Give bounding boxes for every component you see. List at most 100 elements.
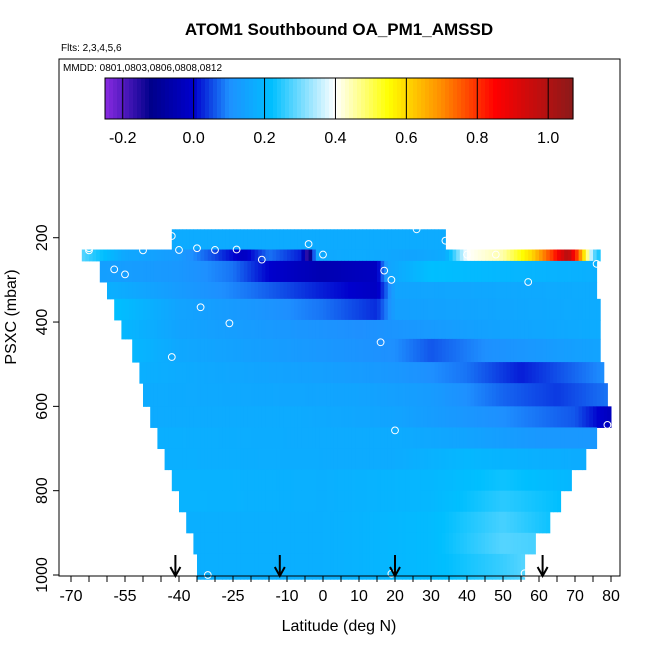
heatmap-cell [344, 448, 349, 471]
heatmap-cell [251, 469, 256, 492]
heatmap-cell [341, 319, 346, 340]
heatmap-cell [344, 229, 349, 251]
heatmap-cell [175, 362, 180, 384]
heatmap-cell [416, 281, 421, 300]
heatmap-cell [308, 553, 313, 580]
heatmap-cell [132, 281, 137, 300]
heatmap-cell [308, 298, 313, 321]
heatmap-cell [153, 383, 158, 407]
heatmap-cell [215, 511, 220, 534]
colorbar-segment [373, 78, 378, 119]
heatmap-cell [542, 319, 547, 340]
heatmap-cell [175, 338, 180, 363]
heatmap-cell [236, 469, 241, 492]
heatmap-cell [488, 383, 493, 407]
heatmap-cell [164, 448, 169, 471]
heatmap-cell [362, 338, 367, 363]
heatmap-cell [369, 298, 374, 321]
heatmap-cell [355, 338, 360, 363]
colorbar-segment [289, 78, 294, 119]
colorbar-segment [429, 78, 434, 119]
heatmap-cell [279, 448, 284, 471]
heatmap-cell [546, 469, 551, 492]
heatmap-cell [204, 427, 209, 450]
heatmap-cell [553, 469, 558, 492]
heatmap-cell [431, 362, 436, 384]
heatmap-cell [384, 490, 389, 513]
heatmap-cell [481, 448, 486, 471]
heatmap-cell [305, 532, 310, 555]
heatmap-cell [499, 448, 504, 471]
heatmap-cell [578, 427, 583, 450]
heatmap-cell [402, 406, 407, 428]
y-axis-label: PSXC (mbar) [3, 269, 20, 364]
heatmap-cell [499, 469, 504, 492]
heatmap-cell [506, 469, 511, 492]
heatmap-cell [420, 427, 425, 450]
heatmap-cell [222, 406, 227, 428]
heatmap-cell [330, 260, 335, 283]
heatmap-cell [420, 406, 425, 428]
heatmap-cell [344, 427, 349, 450]
heatmap-cell [585, 362, 590, 384]
heatmap-cell [373, 281, 378, 300]
heatmap-cell [366, 490, 371, 513]
heatmap-cell [369, 338, 374, 363]
heatmap-cell [578, 338, 583, 363]
heatmap-cell [225, 298, 230, 321]
heatmap-cell [423, 448, 428, 471]
heatmap-cell [348, 281, 353, 300]
heatmap-cell [287, 490, 292, 513]
heatmap-cell [305, 490, 310, 513]
heatmap-cell [197, 260, 202, 283]
heatmap-cell [373, 249, 378, 262]
sample-point [211, 246, 219, 254]
heatmap-cell [341, 553, 346, 580]
heatmap-cell [301, 511, 306, 534]
heatmap-cell [366, 260, 371, 283]
heatmap-cell [297, 338, 302, 363]
heatmap-cell [236, 249, 241, 262]
heatmap-cell [355, 427, 360, 450]
heatmap-cell [355, 532, 360, 555]
heatmap-cell [207, 406, 212, 428]
heatmap-cell [323, 260, 328, 283]
heatmap-cell [186, 281, 191, 300]
heatmap-cell [582, 427, 587, 450]
heatmap-cell [499, 298, 504, 321]
heatmap-cell [186, 448, 191, 471]
sample-point [563, 240, 572, 248]
heatmap-cell [445, 406, 450, 428]
heatmap-cell [200, 338, 205, 363]
heatmap-cell [499, 319, 504, 340]
heatmap-cell [531, 448, 536, 471]
heatmap-cell [189, 406, 194, 428]
heatmap-cell [319, 511, 324, 534]
colorbar-segment [501, 78, 506, 119]
heatmap-cell [380, 249, 385, 262]
heatmap-cell [521, 281, 526, 300]
heatmap-cell [575, 260, 580, 283]
heatmap-cell [427, 511, 432, 534]
heatmap-cell [211, 469, 216, 492]
colorbar-segment [125, 78, 130, 119]
x-axis: -70 -55 -40 -25 -10 0 10 20 30 40 50 60 70 80 [59, 576, 620, 605]
heatmap-cell [510, 448, 515, 471]
heatmap-cell [204, 249, 209, 262]
heatmap-cell [301, 490, 306, 513]
heatmap-cell [373, 427, 378, 450]
heatmap-cell [341, 338, 346, 363]
heatmap-cell [247, 298, 252, 321]
heatmap-cell [236, 229, 241, 251]
heatmap-cell [456, 319, 461, 340]
colorbar-segment [509, 78, 514, 119]
chart-title: ATOM1 Southbound OA_PM1_AMSSD [185, 20, 493, 39]
heatmap-cell [416, 406, 421, 428]
heatmap-cell [416, 532, 421, 555]
heatmap-cell [445, 469, 450, 492]
heatmap-cell [153, 362, 158, 384]
heatmap-cell [258, 511, 263, 534]
sample-point [232, 245, 241, 254]
heatmap-cell [387, 490, 392, 513]
heatmap-cell [150, 249, 155, 262]
